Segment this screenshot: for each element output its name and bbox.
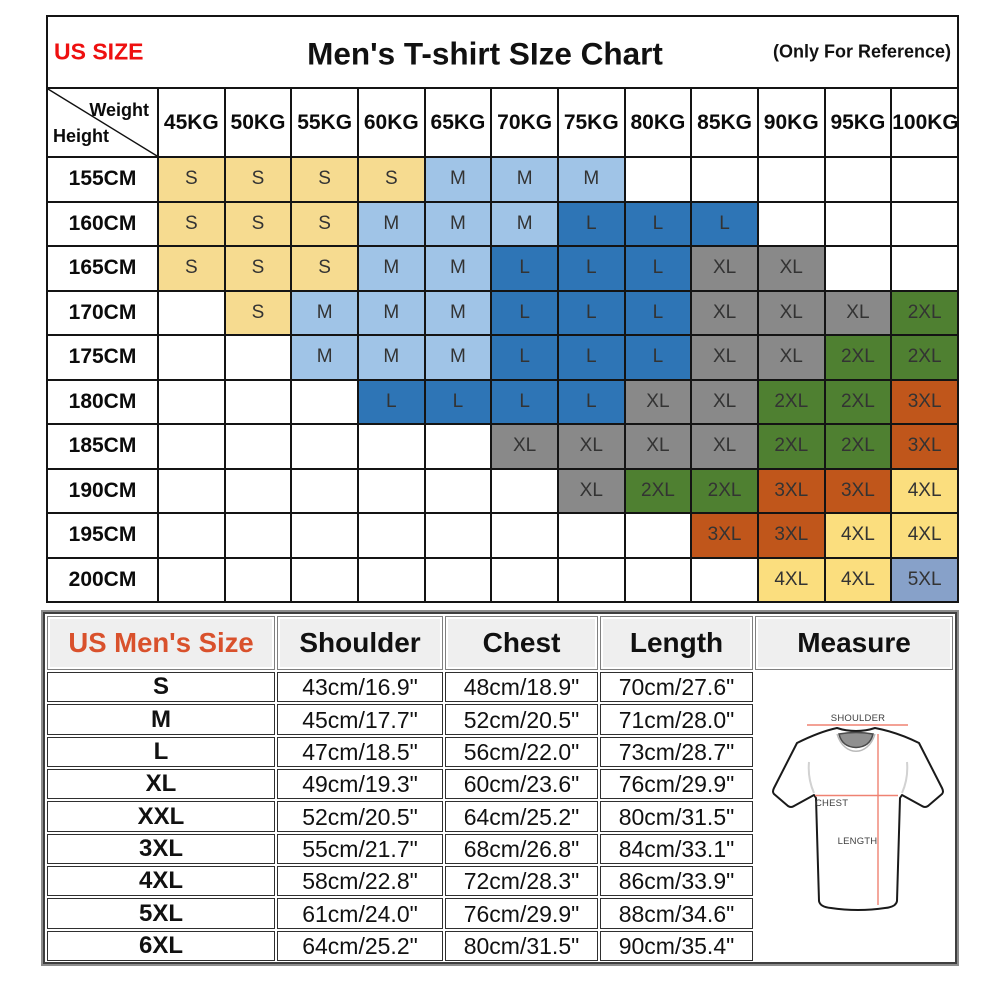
- svg-text:LENGTH: LENGTH: [838, 836, 878, 847]
- svg-text:CHEST: CHEST: [815, 798, 848, 809]
- svg-text:SHOULDER: SHOULDER: [831, 713, 885, 724]
